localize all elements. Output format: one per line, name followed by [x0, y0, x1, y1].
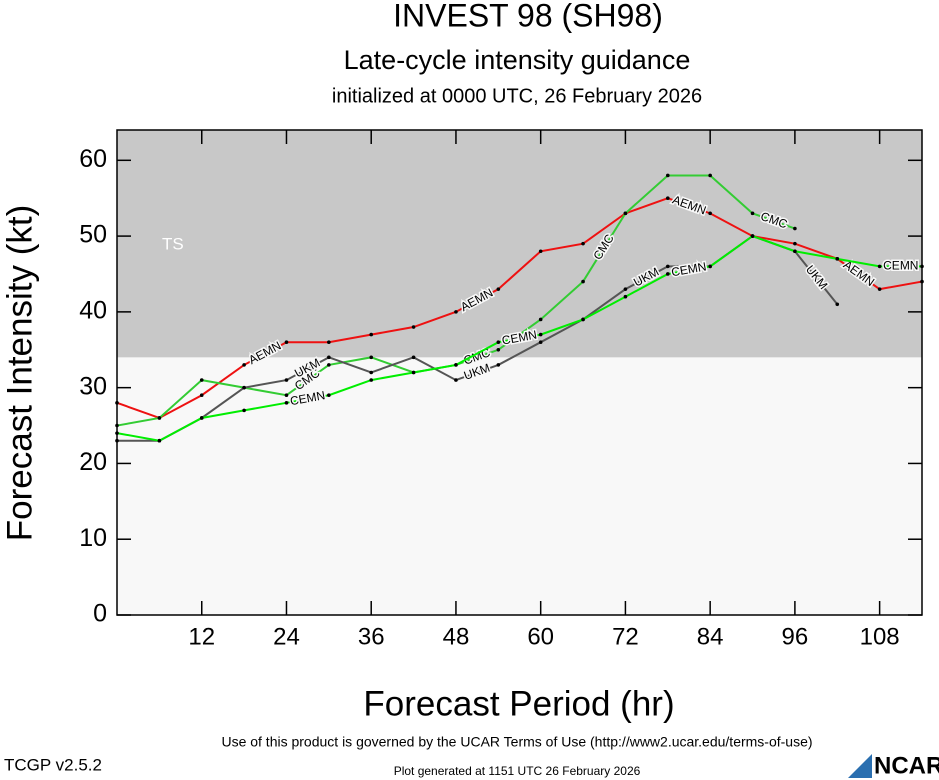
- data-point: [411, 370, 416, 375]
- data-point: [538, 317, 543, 322]
- x-tick-label: 72: [612, 623, 639, 650]
- data-point: [454, 363, 458, 367]
- y-tick-label: 60: [79, 145, 107, 173]
- x-tick-label: 12: [188, 623, 215, 650]
- data-point: [920, 264, 924, 269]
- data-point: [115, 401, 119, 405]
- data-point: [665, 264, 670, 269]
- data-point: [327, 393, 331, 398]
- data-point: [115, 423, 119, 428]
- y-axis-label: Forecast Intensity (kt): [0, 205, 39, 541]
- data-point: [538, 340, 543, 344]
- data-point: [242, 363, 246, 367]
- logo-mark: [848, 754, 872, 778]
- footer-terms: Use of this product is governed by the U…: [221, 734, 812, 750]
- data-point: [708, 173, 712, 178]
- chart-subtitle: Late-cycle intensity guidance: [344, 45, 691, 75]
- data-point: [538, 332, 543, 337]
- data-point: [454, 310, 458, 314]
- data-point: [327, 355, 331, 360]
- data-point: [665, 272, 670, 276]
- data-point: [199, 378, 204, 382]
- series-line: [116, 197, 923, 420]
- y-tick-label: 50: [79, 221, 107, 249]
- data-point: [157, 416, 162, 420]
- series-line: [116, 234, 922, 442]
- data-point: [708, 211, 712, 216]
- data-point: [750, 211, 755, 216]
- data-point: [411, 355, 416, 360]
- data-point: [327, 363, 331, 367]
- x-axis-label: Forecast Period (hr): [363, 684, 674, 723]
- x-tick-label: 84: [697, 623, 724, 650]
- data-point: [581, 279, 585, 284]
- data-point: [877, 264, 882, 269]
- data-point: [581, 241, 585, 246]
- data-point: [369, 355, 374, 360]
- data-point: [750, 234, 755, 238]
- data-point: [327, 340, 331, 344]
- data-point: [835, 302, 840, 307]
- data-point: [835, 257, 840, 261]
- version: TCGP v2.5.2: [4, 755, 102, 774]
- data-point: [793, 241, 797, 246]
- data-point: [115, 431, 119, 435]
- data-point: [496, 340, 501, 344]
- logo: NCAR: [874, 752, 939, 779]
- x-tick-label: 60: [527, 623, 554, 650]
- chart-title: INVEST 98 (SH98): [393, 0, 663, 33]
- series-label: CEMN: [883, 259, 918, 273]
- data-point: [284, 393, 289, 398]
- data-point: [157, 438, 162, 443]
- plot-frame: [116, 129, 923, 616]
- data-point: [284, 378, 289, 382]
- data-point: [708, 264, 712, 269]
- y-tick-label: 0: [93, 600, 107, 628]
- data-point: [623, 287, 628, 291]
- data-point: [793, 249, 797, 254]
- x-tick-label: 24: [273, 623, 300, 650]
- data-point: [199, 393, 204, 398]
- x-tick-label: 96: [782, 623, 809, 650]
- data-point: [242, 385, 246, 390]
- data-point: [920, 279, 924, 284]
- data-point: [623, 294, 628, 299]
- x-tick-label: 48: [443, 623, 470, 650]
- y-tick-label: 40: [79, 296, 107, 324]
- data-point: [369, 378, 374, 382]
- y-tick-label: 30: [79, 372, 107, 400]
- intensity-band: [117, 130, 922, 358]
- data-point: [369, 332, 374, 337]
- data-point: [877, 287, 882, 291]
- data-point: [242, 408, 246, 413]
- data-point: [369, 370, 374, 375]
- data-point: [496, 347, 501, 352]
- x-tick-label: 108: [860, 623, 900, 650]
- band-label: TS: [162, 234, 184, 253]
- y-tick-label: 10: [79, 524, 107, 552]
- y-tick-label: 20: [79, 448, 107, 476]
- data-point: [199, 416, 204, 420]
- data-point: [623, 211, 628, 216]
- footer-generated: Plot generated at 1151 UTC 26 February 2…: [394, 764, 641, 778]
- x-tick-label: 36: [358, 623, 385, 650]
- data-point: [496, 287, 501, 291]
- data-point: [665, 196, 670, 201]
- chart-subtitle: initialized at 0000 UTC, 26 February 202…: [332, 85, 702, 107]
- data-point: [793, 226, 797, 231]
- data-point: [454, 378, 458, 382]
- data-point: [665, 173, 670, 178]
- data-point: [496, 363, 501, 367]
- data-point: [411, 325, 416, 329]
- data-point: [284, 401, 289, 405]
- data-point: [115, 438, 119, 443]
- data-point: [581, 317, 585, 322]
- data-point: [538, 249, 543, 254]
- data-point: [284, 340, 289, 344]
